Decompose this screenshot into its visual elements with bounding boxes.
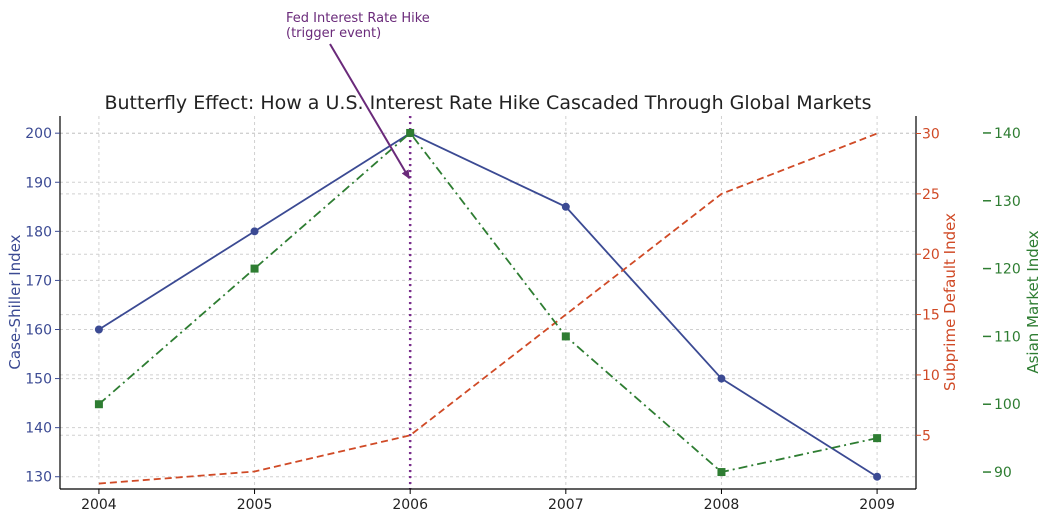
- right1-tick-label: 25: [922, 187, 940, 203]
- x-tick-label: 2004: [81, 497, 117, 513]
- right2-tick-label: 140: [994, 126, 1021, 142]
- right2-tick-label: 90: [994, 465, 1012, 481]
- series-lines: [94, 128, 882, 485]
- data-point-right2-2004: [94, 400, 103, 409]
- left-tick-label: 160: [25, 322, 52, 338]
- right1-tick-label: 15: [922, 308, 940, 324]
- right-axis-label-asian: Asian Market Index: [1024, 230, 1042, 373]
- x-tick-label: 2008: [704, 497, 740, 513]
- right1-tick-label: 20: [922, 247, 940, 263]
- data-point-left-2005: [250, 227, 259, 236]
- annotation: Fed Interest Rate Hike (trigger event): [286, 11, 430, 180]
- right2-tick-label: 110: [994, 329, 1021, 345]
- data-point-right2-2009: [873, 434, 882, 443]
- data-point-left-2004: [94, 325, 103, 334]
- axes: 2004 2005 2006 2007 2008 20091301401501601701…: [25, 116, 1021, 513]
- data-point-left-2008: [717, 374, 726, 383]
- x-tick-label: 2009: [859, 497, 895, 513]
- left-tick-label: 140: [25, 421, 52, 437]
- left-tick-label: 190: [25, 175, 52, 191]
- x-tick-label: 2006: [392, 497, 428, 513]
- right2-tick-label: 130: [994, 194, 1021, 210]
- right1-tick-label: 5: [922, 428, 931, 444]
- annotation-line-2: (trigger event): [286, 26, 381, 41]
- x-tick-label: 2007: [548, 497, 584, 513]
- series-line-right2: [98, 131, 878, 474]
- data-point-left-2009: [873, 472, 882, 481]
- annotation-arrow: [329, 43, 411, 180]
- data-point-right2-2005: [250, 264, 259, 273]
- data-point-right2-2007: [561, 332, 570, 341]
- data-point-right2-2008: [717, 468, 726, 477]
- annotation-line-1: Fed Interest Rate Hike: [286, 11, 430, 26]
- right-axis-label-subprime: Subprime Default Index: [941, 213, 959, 391]
- left-tick-label: 150: [25, 372, 52, 388]
- left-tick-label: 200: [25, 126, 52, 142]
- left-tick-label: 180: [25, 224, 52, 240]
- grid-lines: [60, 116, 916, 489]
- right2-tick-label: 100: [994, 397, 1021, 413]
- x-tick-label: 2005: [237, 497, 273, 513]
- right1-tick-label: 10: [922, 368, 940, 384]
- left-tick-label: 170: [25, 273, 52, 289]
- series-line-right1: [98, 132, 878, 485]
- left-tick-label: 130: [25, 470, 52, 486]
- data-point-left-2007: [561, 202, 570, 211]
- right2-tick-label: 120: [994, 262, 1021, 278]
- series-line-left: [98, 132, 878, 478]
- left-axis-label: Case-Shiller Index: [6, 234, 24, 369]
- chart-title: Butterfly Effect: How a U.S. Interest Ra…: [104, 92, 871, 114]
- right1-tick-label: 30: [922, 127, 940, 143]
- data-point-right2-2006: [406, 128, 415, 137]
